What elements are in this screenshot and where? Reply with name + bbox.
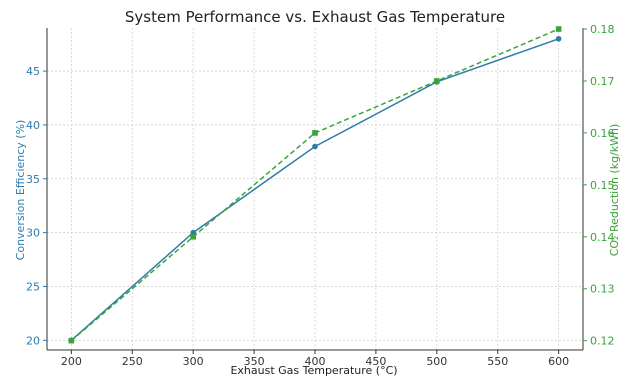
y-right-tick-label: 0.17 <box>590 75 615 88</box>
data-point-co2-reduction <box>312 130 318 136</box>
x-tick-label: 350 <box>244 355 265 368</box>
x-tick-label: 450 <box>365 355 386 368</box>
y-right-tick-label: 0.14 <box>590 231 615 244</box>
y-left-tick-label: 30 <box>26 227 40 240</box>
y-left-tick-label: 35 <box>26 173 40 186</box>
chart-title: System Performance vs. Exhaust Gas Tempe… <box>125 8 505 26</box>
data-point-conversion-efficiency <box>555 35 562 42</box>
x-tick-label: 300 <box>183 355 204 368</box>
x-tick-label: 200 <box>61 355 82 368</box>
x-ticks: 200 250 300 350 400 450 500 550 600 <box>61 350 569 368</box>
y-right-tick-label: 0.18 <box>590 23 615 36</box>
data-point-conversion-efficiency <box>312 143 318 150</box>
y-left-tick-label: 20 <box>26 334 40 347</box>
x-tick-label: 550 <box>487 355 508 368</box>
y-left-ticks: 20 25 30 35 40 45 <box>26 65 47 347</box>
y-right-tick-label: 0.13 <box>590 283 615 296</box>
y-left-tick-label: 25 <box>26 280 40 293</box>
y-right-ticks: 0.12 0.13 0.14 0.15 0.16 0.17 0.18 <box>583 23 615 348</box>
data-point-co2-reduction <box>434 78 440 84</box>
y-left-tick-label: 45 <box>26 65 40 78</box>
x-tick-label: 250 <box>122 355 143 368</box>
x-tick-label: 500 <box>426 355 447 368</box>
data-point-co2-reduction <box>68 337 75 344</box>
y-right-tick-label: 0.16 <box>590 127 615 140</box>
y-left-axis-label: Conversion Efficiency (%) <box>14 120 27 261</box>
y-right-axis-label: CO₂ Reduction (kg/kWh) <box>608 124 621 257</box>
y-left-tick-label: 40 <box>26 119 40 132</box>
data-point-co2-reduction <box>190 233 196 240</box>
data-point-co2-reduction <box>555 26 562 32</box>
grid <box>47 28 583 350</box>
y-right-tick-label: 0.15 <box>590 179 615 192</box>
x-tick-label: 600 <box>548 355 569 368</box>
x-axis-label: Exhaust Gas Temperature (°C) <box>230 364 397 377</box>
series-layer <box>68 26 562 344</box>
x-tick-label: 400 <box>305 355 326 368</box>
y-right-tick-label: 0.12 <box>590 335 615 348</box>
